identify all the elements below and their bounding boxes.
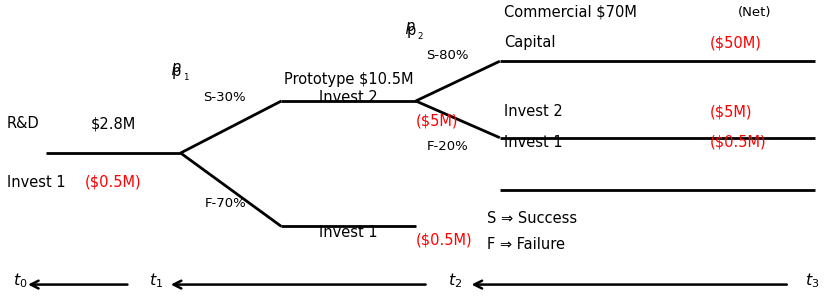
Text: Prototype $10.5M: Prototype $10.5M [284,72,413,87]
Text: Invest 1: Invest 1 [7,174,66,190]
Text: S-30%: S-30% [203,91,246,104]
Text: Invest 2: Invest 2 [504,104,563,119]
Text: S ⇒ Success: S ⇒ Success [487,211,577,226]
Text: F-70%: F-70% [204,197,246,210]
Text: $_1$: $_1$ [183,70,190,83]
Text: F-20%: F-20% [427,140,469,153]
Text: Commercial $70M: Commercial $70M [504,5,637,20]
Text: ($0.5M): ($0.5M) [85,174,142,190]
Text: $t_0$: $t_0$ [13,271,28,290]
Text: Capital: Capital [504,35,555,50]
Text: p: p [407,23,417,38]
Text: $_2$: $_2$ [417,29,423,42]
Text: R&D: R&D [7,116,39,132]
Text: ($5M): ($5M) [416,113,459,129]
Text: $t_1$: $t_1$ [149,271,163,290]
Text: ($0.5M): ($0.5M) [416,233,472,248]
Text: Invest 1: Invest 1 [319,225,378,240]
Text: (Net): (Net) [738,6,771,19]
Text: Invest 1: Invest 1 [504,135,563,150]
Text: ($0.5M): ($0.5M) [710,135,766,150]
Text: Invest 2: Invest 2 [319,90,378,106]
Text: ($50M): ($50M) [710,35,762,50]
Text: $t_2$: $t_2$ [448,271,462,290]
Text: $2.8M: $2.8M [91,116,136,132]
Text: $p$: $p$ [405,20,415,35]
Text: F ⇒ Failure: F ⇒ Failure [487,237,565,252]
Text: p: p [171,64,181,80]
Text: S-80%: S-80% [426,49,469,62]
Text: $p$: $p$ [171,61,181,77]
Text: $t_3$: $t_3$ [805,271,819,290]
Text: ($5M): ($5M) [710,104,753,119]
